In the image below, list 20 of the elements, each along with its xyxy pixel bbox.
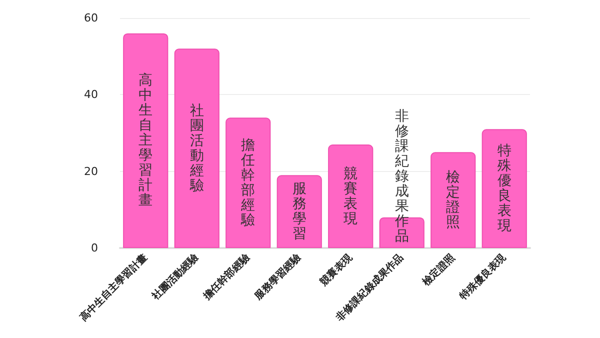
x-tick-label: 社團活動經驗: [149, 250, 202, 304]
bar: [123, 33, 168, 248]
bar: [328, 144, 374, 248]
y-tick-label: 20: [84, 164, 98, 178]
x-tick-label: 特殊優良表現: [456, 250, 509, 304]
data-label: 社團活動經驗: [188, 102, 204, 194]
y-tick-label: 60: [84, 12, 98, 24]
data-label: 服務學習: [292, 181, 306, 242]
x-tick-label: 檢定證照: [420, 251, 458, 289]
y-tick-label: 40: [84, 88, 98, 102]
bar: [226, 118, 271, 248]
data-label: 擔任幹部經驗: [240, 137, 256, 228]
x-tick-label: 服務學習經驗: [252, 250, 304, 304]
bar: [174, 48, 220, 248]
x-tick-label: 擔任幹部經驗: [200, 250, 253, 304]
data-label: 競賽表現: [344, 166, 358, 227]
data-label: 檢定證照: [446, 170, 460, 231]
x-tick-label: 競賽表現: [317, 250, 356, 289]
bar: [482, 129, 527, 248]
bar: [430, 152, 476, 248]
